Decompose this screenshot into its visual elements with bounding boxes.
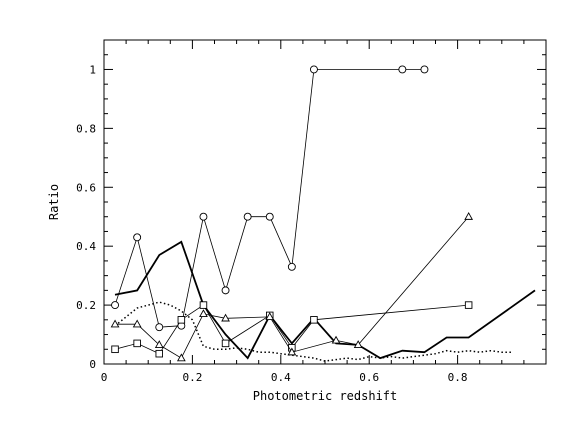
data-point-triangle	[154, 340, 164, 348]
series-line	[114, 69, 425, 328]
data-point-square	[221, 339, 230, 348]
data-point-square	[133, 339, 141, 348]
y-tick-label: 0.8	[76, 122, 96, 135]
data-point-square	[310, 316, 318, 324]
y-tick-label: 0.2	[76, 299, 96, 312]
data-point-triangle	[331, 335, 341, 344]
data-point-triangle	[287, 347, 297, 356]
data-point-triangle	[464, 212, 474, 220]
data-point-square	[199, 301, 208, 309]
data-point-circle	[133, 233, 142, 242]
plot-border	[103, 39, 547, 365]
data-point-triangle	[353, 340, 363, 348]
data-point-square	[111, 345, 119, 354]
data-point-circle	[221, 286, 230, 295]
x-tick-label: 0.2	[182, 371, 202, 384]
data-point-triangle	[221, 313, 230, 322]
data-point-circle	[199, 212, 208, 221]
y-axis-title: Ratio	[47, 184, 61, 220]
series-3	[111, 65, 429, 332]
axis-ticks	[103, 39, 547, 365]
data-point-triangle	[265, 312, 275, 320]
data-point-circle	[265, 212, 274, 221]
data-point-triangle	[132, 319, 142, 328]
y-tick-label: 0.4	[76, 240, 96, 253]
x-tick-label: 0.4	[271, 371, 291, 384]
data-point-circle	[398, 65, 407, 74]
series-5	[110, 212, 474, 362]
data-point-triangle	[176, 353, 186, 362]
series-2	[114, 301, 513, 362]
data-point-triangle	[199, 309, 208, 318]
data-point-square	[177, 316, 186, 324]
data-point-circle	[420, 65, 429, 74]
data-point-circle	[310, 65, 318, 74]
tick-labels: 0 0.2 0.4 0.6 0.8 0 0.2 0.4 0.6 0.8 1	[76, 63, 467, 384]
data-point-circle	[243, 212, 252, 221]
series-line	[114, 304, 469, 355]
series-1	[114, 240, 536, 360]
data-point-square	[155, 349, 163, 358]
data-point-circle	[111, 301, 120, 310]
series-line	[114, 240, 536, 360]
series-layer	[110, 65, 536, 362]
series-line	[115, 216, 469, 359]
y-tick-label: 0.6	[76, 181, 96, 194]
y-tick-label: 0	[89, 358, 96, 371]
y-tick-label: 1	[89, 63, 96, 76]
series-line	[114, 301, 513, 362]
x-tick-label: 0	[101, 371, 108, 384]
plot-frame	[103, 39, 547, 365]
data-point-circle	[155, 323, 164, 332]
data-point-circle	[287, 262, 296, 271]
data-point-square	[464, 301, 473, 309]
x-tick-label: 0.8	[448, 371, 468, 384]
x-axis-title: Photometric redshift	[253, 389, 398, 403]
data-point-triangle	[110, 319, 120, 328]
x-tick-label: 0.6	[359, 371, 379, 384]
